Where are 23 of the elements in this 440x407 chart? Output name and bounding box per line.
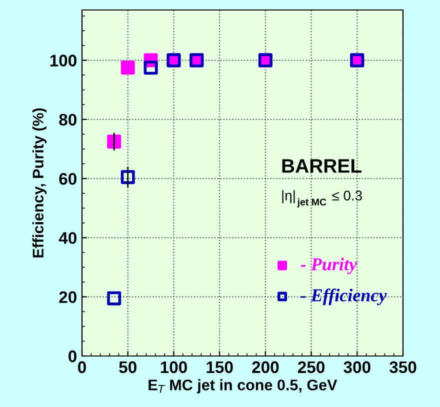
- y-tick-label: 0: [68, 350, 76, 362]
- x-axis-title: E$_{T}$ MC jet in cone 0.5, GeV: [148, 379, 338, 394]
- x-tick-label: 250: [298, 361, 325, 374]
- y-tick-label: 80: [59, 114, 76, 126]
- x-tick-label: 150: [206, 361, 233, 374]
- y-tick-label: 100: [50, 54, 76, 66]
- x-tick-label: 350: [389, 361, 416, 374]
- y-axis-title: Efficiency, Purity (%): [32, 108, 47, 258]
- legend-label: - Efficiency: [300, 288, 387, 306]
- point: [107, 291, 122, 306]
- x-tick-label: 50: [119, 361, 136, 374]
- x-tick-label: 200: [252, 361, 279, 374]
- y-tick-label: 60: [59, 172, 76, 185]
- point: [144, 60, 158, 75]
- x-tick-label: 300: [344, 361, 370, 374]
- x-tick-label: 0: [78, 361, 86, 374]
- point: [120, 60, 135, 75]
- x-tick-label: 100: [160, 361, 187, 374]
- y-tick-label: 40: [58, 232, 76, 244]
- annotation: BARREL: [282, 159, 362, 173]
- y-tick-label: 20: [59, 291, 76, 304]
- legend-label: - Purity: [300, 258, 358, 274]
- point: [120, 170, 135, 184]
